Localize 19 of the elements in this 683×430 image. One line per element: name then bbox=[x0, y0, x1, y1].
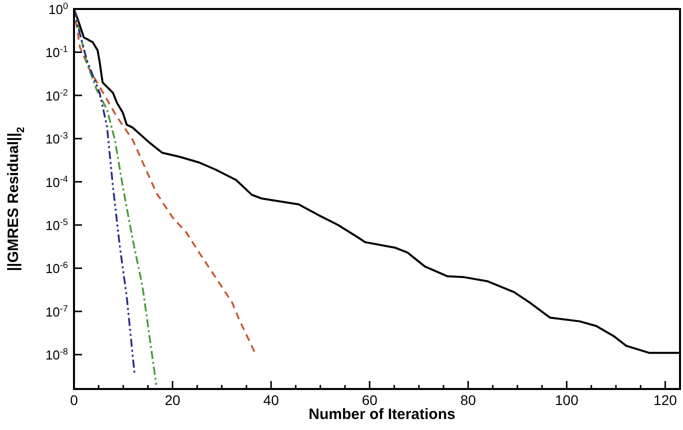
x-tick-label: 80 bbox=[460, 392, 476, 408]
y-tick-label: 10$^{-2}$ bbox=[45, 87, 68, 104]
y-tick-label: 10$^{-8}$ bbox=[45, 346, 68, 363]
x-tick-label: 120 bbox=[654, 392, 678, 408]
y-tick-label: 10$^{-4}$ bbox=[45, 174, 68, 190]
y-tick-label: 10$^{-1}$ bbox=[45, 44, 68, 60]
x-tick-label: 0 bbox=[70, 392, 78, 408]
x-tick-label: 100 bbox=[555, 392, 579, 408]
y-tick-label: 10$^{-7}$ bbox=[45, 303, 68, 320]
x-tick-label: 20 bbox=[164, 392, 181, 408]
x-axis-title: Number of Iterations bbox=[308, 406, 456, 423]
line-series bbox=[74, 8, 136, 376]
y-tick-label: 10$^{-5}$ bbox=[45, 217, 68, 234]
y-tick-label: 10$^{0}$ bbox=[48, 1, 68, 17]
y-tick-label: 10$^{-6}$ bbox=[45, 260, 68, 276]
x-tick-label: 60 bbox=[362, 392, 378, 408]
y-tick-label: 10$^{-3}$ bbox=[45, 130, 68, 147]
line-series bbox=[74, 8, 158, 386]
x-tick-label: 40 bbox=[263, 392, 280, 408]
